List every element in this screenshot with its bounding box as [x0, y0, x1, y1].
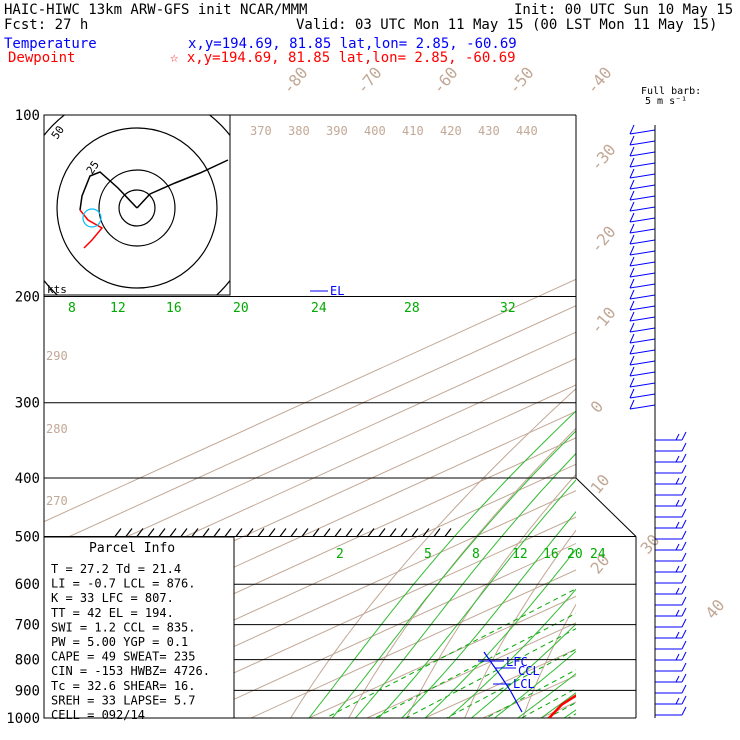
header-title: HAIC-HIWC 13km ARW-GFS init NCAR/MMM — [4, 2, 307, 18]
wind-barbs — [629, 124, 687, 716]
parcel-info-box — [43, 536, 235, 719]
header-valid: Valid: 03 UTC Mon 11 May 15 (00 LST Mon … — [296, 17, 717, 33]
parcel-info-row: SREH = 33 LAPSE= 5.7 — [51, 693, 196, 707]
isotherm-label: 10 — [587, 471, 614, 498]
theta-label-left: 280 — [46, 422, 68, 436]
mixing-ratio-label: 2 — [336, 547, 344, 562]
pressure-label-600: 600 — [15, 577, 40, 593]
isotherm-label: 30 — [637, 531, 664, 558]
pressure-label-200: 200 — [15, 290, 40, 306]
ccl-label: CCL — [518, 664, 540, 678]
pressure-label-700: 700 — [15, 618, 40, 634]
lfc-label: LFC — [506, 655, 528, 669]
mixing-ratio-label: 20 — [567, 547, 583, 562]
isotherm-label: -10 — [587, 303, 620, 337]
parcel-info-row: T = 27.2 Td = 21.4 — [51, 562, 181, 576]
parcel-info-row: SWI = 1.2 CCL = 835. — [51, 620, 196, 634]
background-grid — [44, 278, 576, 718]
dewpoint-line — [548, 694, 576, 718]
el-label: EL — [330, 284, 344, 298]
dewpoint-location: ☆ x,y=194.69, 81.85 lat,lon= 2.85, -60.6… — [170, 50, 516, 66]
hodograph-panel — [43, 114, 231, 296]
parcel-info-row: TT = 42 EL = 194. — [51, 606, 174, 620]
parcel-info-title: Parcel Info — [89, 541, 175, 556]
mixing-ratio-label: 24 — [311, 301, 327, 316]
parcel-info-row: CELL = 092/14 — [51, 708, 145, 722]
isotherm-label: -40 — [583, 63, 616, 97]
theta-label: 410 — [402, 124, 424, 138]
isotherm-label: -60 — [429, 63, 462, 97]
isotherm-label: -80 — [279, 63, 312, 97]
isotherm-label: -70 — [353, 63, 386, 97]
temperature-location: x,y=194.69, 81.85 lat,lon= 2.85, -60.69 — [188, 36, 517, 52]
isotherm-label: -30 — [587, 140, 620, 174]
mixing-ratio-label: 12 — [512, 547, 528, 562]
isotherm-label: 0 — [587, 397, 608, 417]
parcel-info-row: K = 33 LFC = 807. — [51, 591, 174, 605]
header-fcst: Fcst: 27 h — [4, 17, 88, 33]
parcel-info-row: Tc = 32.6 SHEAR= 16. — [51, 679, 196, 693]
mixing-ratio-label: 12 — [110, 301, 126, 316]
pressure-label-400: 400 — [15, 471, 40, 487]
hodo-ring-label-50: 50 — [49, 123, 67, 141]
parcel-info-row: PW = 5.00 YGP = 0.1 — [51, 635, 188, 649]
lcl-label: LCL — [513, 677, 535, 691]
theta-label: 370 — [250, 124, 272, 138]
pressure-label-100: 100 — [15, 108, 40, 124]
mixing-ratio-label: 8 — [68, 301, 76, 316]
isotherm-label: -20 — [587, 222, 620, 256]
isotherm-label: 40 — [702, 596, 729, 623]
mixing-ratio-label: 16 — [543, 547, 559, 562]
theta-label: 390 — [326, 124, 348, 138]
mixing-ratio-label: 28 — [404, 301, 420, 316]
parcel-info-row: CIN = -153 HWBZ= 4726. — [51, 664, 210, 678]
mixing-ratio-label: 20 — [233, 301, 249, 316]
barb-legend-title: Full barb: — [641, 86, 701, 97]
hodo-ring-label-25: 25 — [84, 158, 102, 176]
hodograph: 50 25 — [44, 115, 230, 295]
parcel-info-row: CAPE = 49 SWEAT= 235 — [51, 650, 196, 664]
theta-label: 420 — [440, 124, 462, 138]
parcel-info-row: LI = -0.7 LCL = 876. — [51, 577, 196, 591]
theta-label: 430 — [478, 124, 500, 138]
pressure-label-800: 800 — [15, 653, 40, 669]
theta-label: 380 — [288, 124, 310, 138]
dewpoint-legend: Dewpoint — [8, 50, 75, 66]
pressure-label-300: 300 — [15, 396, 40, 412]
theta-label: 440 — [516, 124, 538, 138]
header-init: Init: 00 UTC Sun 10 May 15 — [514, 2, 733, 18]
mixing-ratio-label: 5 — [424, 547, 432, 562]
hodo-kts-label: kts — [47, 283, 67, 296]
theta-label: 400 — [364, 124, 386, 138]
parcel-path — [483, 651, 523, 713]
mixing-ratio-label: 32 — [500, 301, 516, 316]
pressure-label-900: 900 — [15, 683, 40, 699]
temperature-line — [579, 115, 740, 718]
mixing-ratio-label: 24 — [590, 547, 606, 562]
theta-label-left: 290 — [46, 349, 68, 363]
isotherm-label: -50 — [505, 63, 538, 97]
mixing-ratio-label: 8 — [472, 547, 480, 562]
temperature-legend: Temperature — [4, 36, 97, 52]
pressure-label-1000: 1000 — [6, 711, 40, 727]
barb-legend-units: 5 m s⁻¹ — [645, 96, 687, 107]
theta-label-left: 270 — [46, 494, 68, 508]
pressure-label-500: 500 — [15, 529, 40, 545]
mixing-ratio-label: 16 — [166, 301, 182, 316]
